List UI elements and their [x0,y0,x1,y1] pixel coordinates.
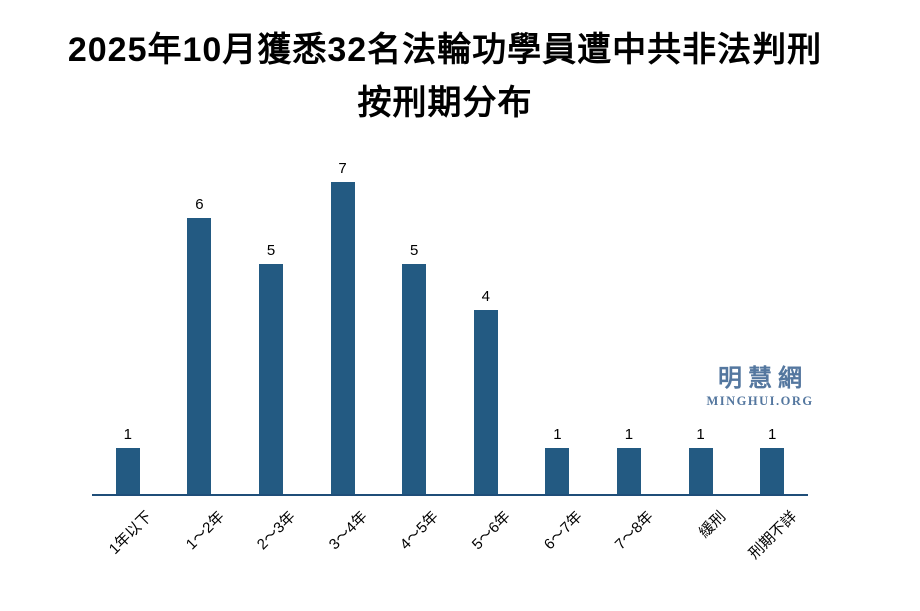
bar [330,182,355,494]
bar-column: 1 [92,160,164,494]
bar-value-label: 1 [624,426,634,443]
x-axis-labels: 1年以下 1～2年 2～3年 3～4年 4～5年 5～6年 6～7年 7～8年 緩刑 刑期不詳 [92,496,808,596]
bar [616,448,641,494]
bar [402,264,427,494]
x-axis-label-cell: 7～8年 [593,496,665,596]
bar-column: 1 [522,160,594,494]
bar-column: 1 [665,160,737,494]
bar-value-label: 1 [696,426,705,443]
bar [258,264,283,494]
bar-chart-plot-area: 1 6 5 7 5 4 1 1 1 1 [92,160,808,496]
bar-column: 5 [378,160,450,494]
x-axis-label: 緩刑 [695,508,729,542]
bar-column: 7 [307,160,379,494]
x-axis-label-cell: 3～4年 [307,496,379,596]
x-axis-label: 5～6年 [468,508,514,554]
x-axis-label-cell: 緩刑 [665,496,737,596]
bar-value-label: 1 [553,426,562,443]
bar [187,218,212,494]
bar-value-label: 1 [123,426,132,443]
bar [115,448,140,494]
bar [545,448,570,494]
bar [760,448,785,494]
bar-column: 6 [164,160,236,494]
x-axis-label-cell: 6～7年 [522,496,594,596]
minghui-logo-text: 明慧網 [718,365,808,392]
x-axis-label-cell: 4～5年 [378,496,450,596]
minghui-watermark: 明慧網 MINGHUI.ORG [700,365,820,409]
chart-title-line2: 按刑期分布 [357,83,533,122]
bar [688,448,713,494]
bar-column: 1 [593,160,665,494]
bar-value-label: 5 [410,242,419,259]
minghui-url-text: MINGHUI.ORG [706,394,814,409]
x-axis-label-cell: 2～3年 [235,496,307,596]
x-axis-label: 刑期不詳 [745,508,801,563]
bar-value-label: 4 [481,288,490,305]
x-axis-label-cell: 5～6年 [450,496,522,596]
chart-title-line1: 2025年10月獲悉32名法輪功學員遭中共非法判刑 [67,31,823,69]
bar-value-label: 1 [767,426,777,443]
x-axis-label: 6～7年 [540,508,586,554]
x-axis-label-cell: 1年以下 [92,496,164,596]
x-axis-label: 1年以下 [106,508,156,558]
bar-column: 1 [736,160,808,494]
bar-value-label: 5 [266,242,276,259]
x-axis-label: 7～8年 [612,508,658,554]
x-axis-label: 2～3年 [254,508,300,554]
x-axis-label: 1～2年 [182,508,228,554]
x-axis-label: 4～5年 [397,508,443,554]
bar-value-label: 6 [195,196,204,213]
x-axis-label-cell: 1～2年 [164,496,236,596]
bar-column: 5 [235,160,307,494]
bar [473,310,498,494]
x-axis-label: 3～4年 [325,508,371,554]
bar-column: 4 [450,160,522,494]
x-axis-label-cell: 刑期不詳 [736,496,808,596]
chart-title: 2025年10月獲悉32名法輪功學員遭中共非法判刑 按刑期分布 [0,24,890,129]
bar-value-label: 7 [338,160,347,177]
